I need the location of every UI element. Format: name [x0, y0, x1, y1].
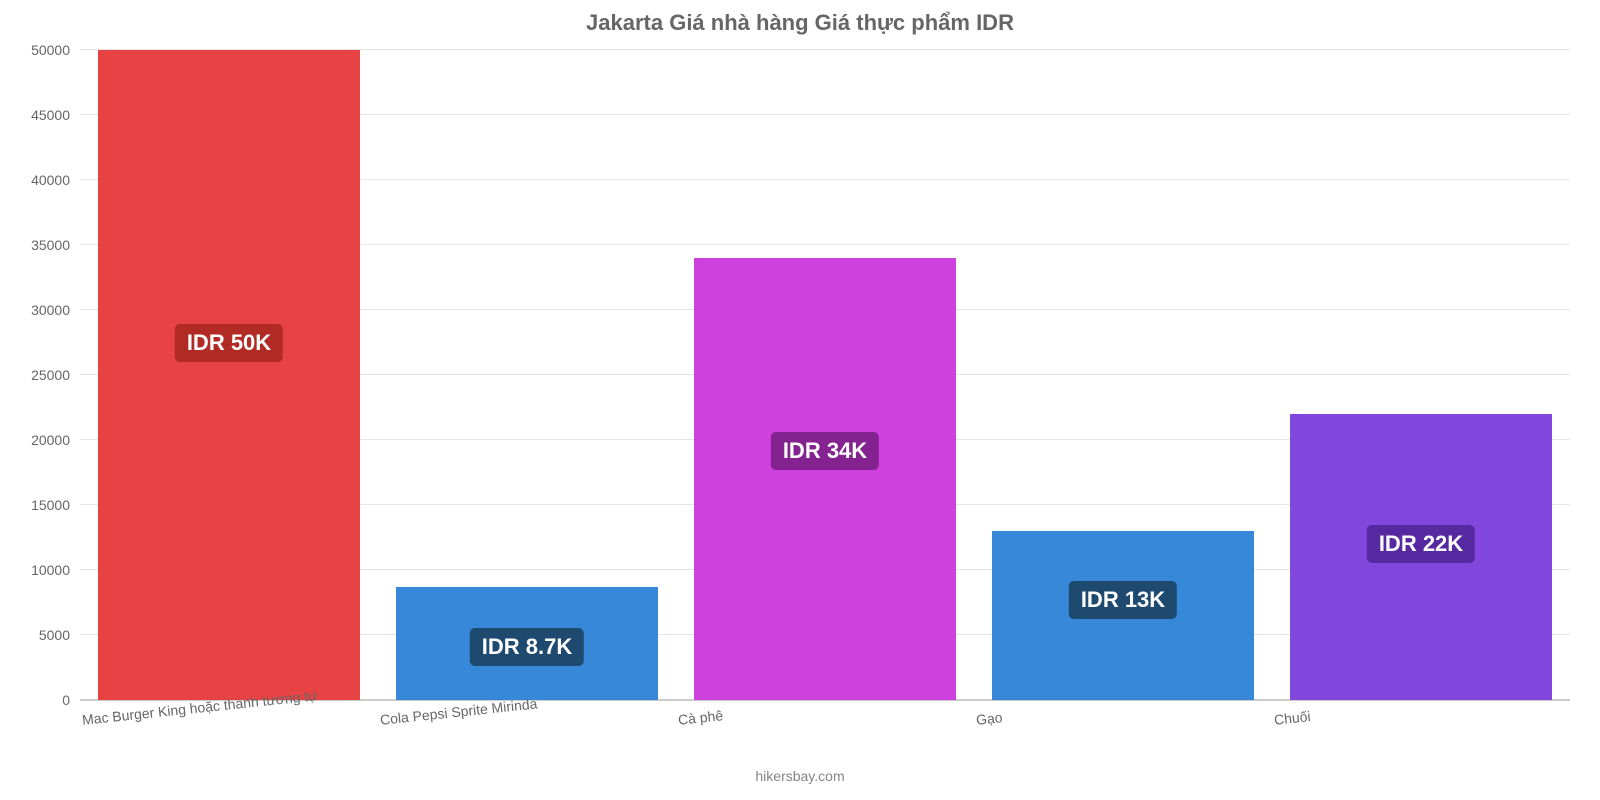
bar: [694, 258, 956, 700]
y-tick-label: 10000: [31, 562, 80, 578]
bar-value-badge: IDR 8.7K: [470, 628, 584, 666]
chart-container: Jakarta Giá nhà hàng Giá thực phẩm IDR 0…: [0, 0, 1600, 800]
y-tick-label: 20000: [31, 432, 80, 448]
y-tick-label: 50000: [31, 42, 80, 58]
y-tick-label: 0: [62, 692, 80, 708]
y-tick-label: 35000: [31, 237, 80, 253]
bar: [98, 50, 360, 700]
x-tick-label: Gạo: [974, 697, 1003, 728]
x-tick-label: Cà phê: [676, 695, 724, 728]
bar-value-badge: IDR 22K: [1367, 525, 1475, 563]
y-tick-label: 25000: [31, 367, 80, 383]
bar-value-badge: IDR 50K: [175, 324, 283, 362]
plot-area: 0500010000150002000025000300003500040000…: [80, 50, 1570, 700]
y-tick-label: 15000: [31, 497, 80, 513]
y-tick-label: 5000: [39, 627, 80, 643]
chart-title: Jakarta Giá nhà hàng Giá thực phẩm IDR: [0, 10, 1600, 36]
y-tick-label: 40000: [31, 172, 80, 188]
bar-value-badge: IDR 13K: [1069, 581, 1177, 619]
y-tick-label: 45000: [31, 107, 80, 123]
x-tick-label: Chuối: [1272, 696, 1311, 728]
credit-text: hikersbay.com: [0, 768, 1600, 784]
bar-value-badge: IDR 34K: [771, 432, 879, 470]
y-tick-label: 30000: [31, 302, 80, 318]
